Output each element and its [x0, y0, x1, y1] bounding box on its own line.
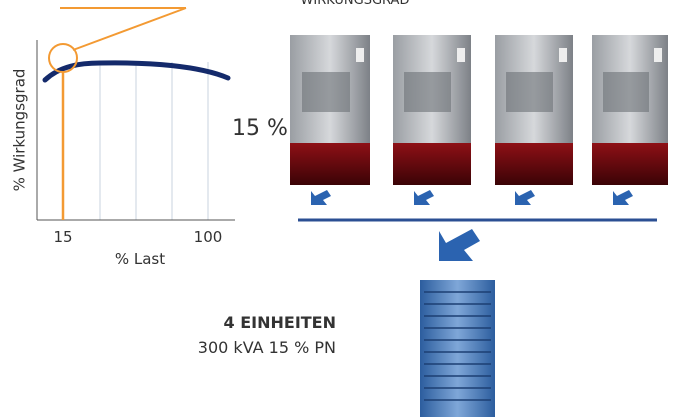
output-arrows [311, 190, 633, 205]
chart-header: WIRKUNGSGRAD [301, 0, 410, 8]
server-rack [420, 280, 495, 417]
efficiency-curve [42, 60, 231, 83]
ups-units [290, 35, 668, 185]
callout-line [72, 7, 187, 51]
highlight-circle [48, 43, 78, 73]
ups-cabinet [495, 35, 573, 185]
grid [99, 62, 209, 220]
efficiency-chart: % Wirkungsgrad 15 100 % Last [11, 7, 235, 268]
y-axis-label: % Wirkungsgrad [11, 69, 29, 192]
ups-cabinet [393, 35, 471, 185]
x-tick-label: 100 [194, 228, 223, 246]
summary-detail: 300 kVA 15 % PN [198, 338, 336, 357]
load-label: 15 % [232, 116, 288, 141]
summary-title: 4 EINHEITEN [224, 313, 336, 332]
ups-cabinet [290, 35, 370, 185]
ups-cabinet [592, 35, 668, 185]
x-tick-label: 15 [53, 228, 72, 246]
main-arrow [439, 229, 480, 261]
x-axis-label: % Last [115, 250, 165, 268]
